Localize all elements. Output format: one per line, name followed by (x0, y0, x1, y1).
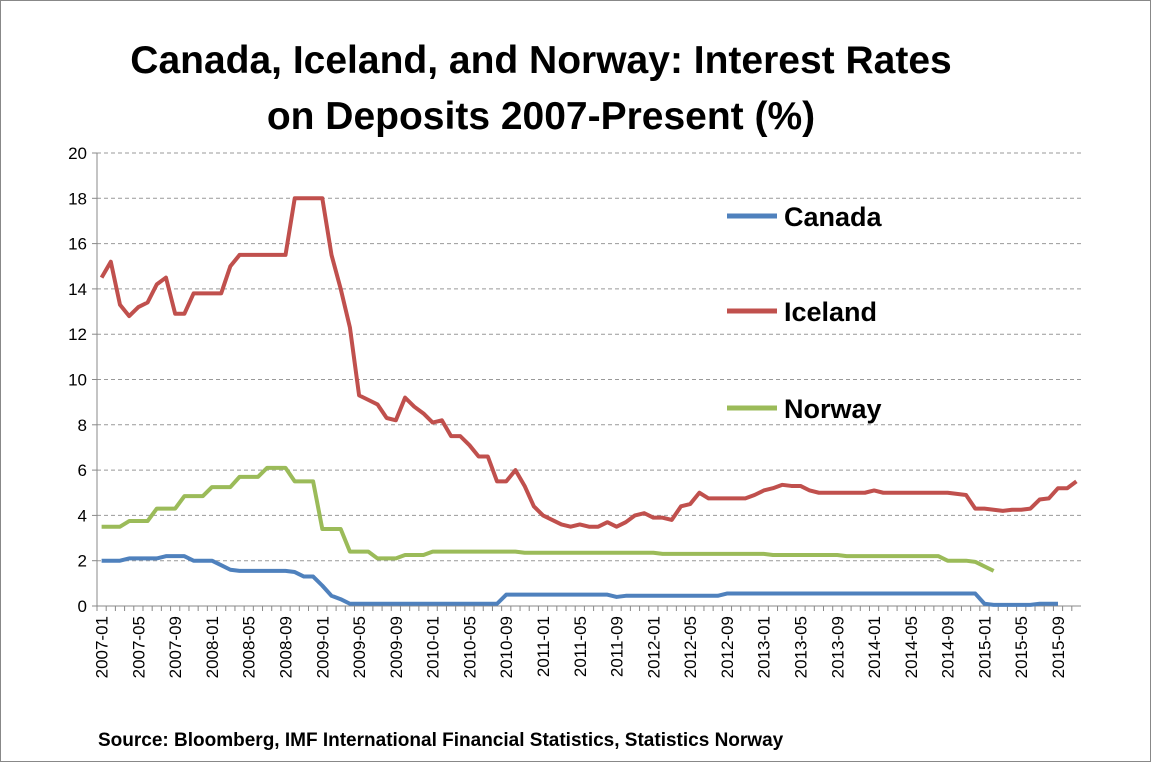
chart-title: on Deposits 2007-Present (%) (267, 95, 815, 138)
series-line (101, 554, 1059, 607)
x-tick-label: 2014-05 (902, 616, 921, 678)
source-note: Source: Bloomberg, IMF International Fin… (98, 730, 784, 751)
x-tick-label: 2010-09 (497, 616, 516, 678)
y-tick-label: 2 (78, 552, 87, 571)
x-tick-label: 2007-01 (93, 616, 112, 678)
x-tick-label: 2014-09 (939, 616, 958, 678)
x-tick-label: 2008-05 (240, 616, 259, 678)
chart-title: Canada, Iceland, and Norway: Interest Ra… (130, 39, 951, 82)
legend-label: Canada (784, 202, 883, 232)
x-tick-label: 2008-09 (277, 616, 296, 678)
y-tick-label: 10 (68, 371, 87, 390)
x-tick-label: 2010-05 (460, 616, 479, 678)
y-tick-label: 6 (78, 461, 87, 480)
y-tick-label: 20 (68, 144, 87, 163)
x-tick-label: 2013-09 (828, 616, 847, 678)
legend-label: Norway (784, 394, 882, 424)
legend-label: Iceland (784, 297, 877, 327)
x-tick-label: 2015-01 (975, 616, 994, 678)
x-tick-label: 2012-09 (718, 616, 737, 678)
x-tick-label: 2009-01 (313, 616, 332, 678)
x-tick-label: 2013-05 (792, 616, 811, 678)
x-tick-label: 2007-09 (166, 616, 185, 678)
y-tick-label: 8 (78, 416, 87, 435)
x-tick-label: 2012-05 (681, 616, 700, 678)
x-tick-label: 2008-01 (203, 616, 222, 678)
x-tick-label: 2011-05 (571, 616, 590, 677)
x-tick-label: 2010-01 (424, 616, 443, 678)
series-line (101, 465, 995, 573)
x-tick-label: 2012-01 (644, 616, 663, 678)
series-line (99, 196, 1078, 529)
y-tick-label: 16 (68, 235, 87, 254)
x-tick-label: 2015-09 (1049, 616, 1068, 678)
x-tick-label: 2013-01 (755, 616, 774, 678)
x-tick-label: 2011-09 (608, 616, 627, 677)
x-tick-label: 2011-01 (534, 616, 553, 677)
x-tick-label: 2014-01 (865, 616, 884, 678)
y-tick-label: 14 (68, 280, 87, 299)
x-tick-label: 2007-05 (129, 616, 148, 678)
y-tick-label: 12 (68, 325, 87, 344)
y-tick-label: 4 (78, 506, 87, 525)
x-tick-label: 2015-05 (1012, 616, 1031, 678)
x-tick-label: 2009-09 (387, 616, 406, 678)
x-tick-label: 2009-05 (350, 616, 369, 678)
y-tick-label: 18 (68, 189, 87, 208)
y-tick-label: 0 (78, 597, 87, 616)
